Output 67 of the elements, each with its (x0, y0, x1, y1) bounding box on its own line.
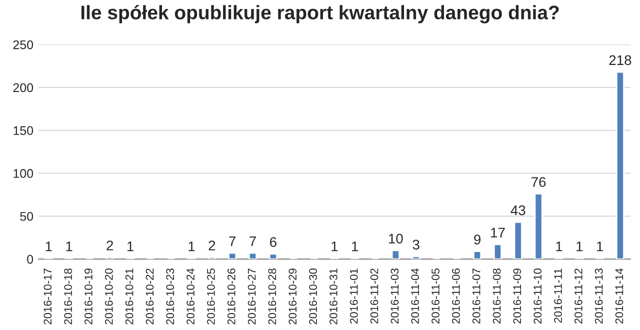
data-label: 2 (208, 240, 216, 250)
x-tick-label: 2016-10-20 (104, 268, 113, 324)
x-tick-label: 2016-10-27 (248, 268, 256, 324)
data-label: 1 (352, 242, 358, 252)
data-label: 43 (510, 205, 526, 216)
x-tick-label: 2016-11-01 (350, 268, 358, 324)
y-tick-label: 50 (20, 212, 34, 221)
x-tick-label: 2016-10-23 (166, 268, 174, 324)
data-label: 1 (188, 242, 195, 252)
x-tick-label: 2016-10-19 (84, 268, 92, 324)
x-tick-label: 2016-10-25 (207, 268, 215, 324)
bar (514, 221, 522, 260)
y-tick-label: 0 (27, 254, 34, 264)
y-tick-label: 150 (14, 126, 34, 135)
data-label: 17 (491, 228, 505, 238)
x-tick-label: 2016-11-13 (594, 268, 603, 324)
data-label: 9 (474, 234, 480, 244)
x-tick-label: 2016-10-22 (146, 268, 154, 324)
x-tick-label: 2016-11-07 (472, 268, 480, 324)
x-tick-label: 2016-11-08 (492, 268, 501, 324)
data-label: 10 (388, 234, 403, 244)
x-tick-label: 2016-10-26 (227, 268, 236, 324)
bar (248, 252, 258, 260)
x-tick-label: 2016-11-03 (390, 268, 399, 324)
bar (473, 250, 482, 260)
bar (534, 193, 543, 260)
data-label: 1 (127, 242, 134, 252)
bar (616, 71, 624, 260)
bar (493, 244, 502, 260)
x-tick-label: 2016-11-06 (452, 268, 460, 324)
x-tick-label: 2016-10-24 (186, 268, 194, 324)
data-label: 1 (46, 242, 52, 252)
data-label: 76 (532, 177, 546, 187)
data-label: 1 (576, 242, 583, 252)
data-label: 6 (270, 237, 276, 247)
y-tick-label: 200 (13, 83, 34, 92)
x-tick-label: 2016-11-11 (554, 268, 562, 323)
data-label: 7 (250, 236, 256, 246)
data-label: 7 (229, 236, 236, 246)
bar (391, 250, 400, 260)
data-label: 1 (332, 242, 338, 252)
y-tick-label: 250 (13, 40, 34, 50)
data-label: 1 (66, 242, 72, 252)
x-tick-label: 2016-10-31 (330, 268, 338, 324)
data-label: 3 (412, 240, 420, 250)
x-tick-label: 2016-10-17 (44, 268, 52, 324)
x-tick-label: 2016-10-28 (268, 268, 276, 324)
x-tick-label: 2016-11-10 (534, 268, 542, 324)
x-tick-label: 2016-10-29 (288, 268, 297, 324)
chart-title: Ile spółek opublikuje raport kwartalny danego dnia? (81, 4, 559, 24)
data-label: 218 (609, 55, 632, 66)
x-tick-label: 2016-11-02 (370, 268, 378, 324)
y-tick-label: 100 (14, 169, 34, 178)
x-tick-label: 2016-10-30 (309, 268, 317, 324)
x-tick-label: 2016-11-14 (615, 268, 624, 324)
data-label: 2 (106, 240, 114, 250)
bar (268, 253, 278, 260)
x-tick-label: 2016-11-12 (574, 268, 582, 324)
bar (412, 256, 420, 260)
x-tick-label: 2016-10-21 (125, 268, 134, 324)
x-tick-label: 2016-11-09 (513, 268, 522, 324)
data-label: 1 (596, 242, 603, 252)
data-label: 1 (556, 242, 562, 252)
x-tick-label: 2016-11-04 (411, 268, 420, 324)
bar (228, 252, 237, 260)
x-tick-label: 2016-11-05 (432, 268, 440, 324)
x-tick-label: 2016-10-18 (64, 268, 72, 324)
